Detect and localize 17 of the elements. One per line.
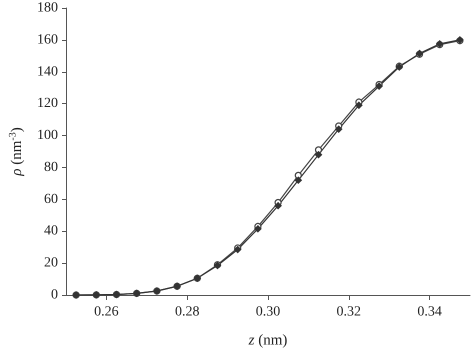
- x-tick-label: 0.28: [174, 304, 200, 320]
- y-tick-label: 0: [51, 288, 58, 302]
- y-tick-label: 120: [37, 96, 58, 112]
- x-tick-label: 0.26: [94, 304, 119, 320]
- y-axis-title: ρ (nm-3): [8, 127, 25, 177]
- y-tick-label: 60: [44, 192, 58, 207]
- y-tick-label: 160: [37, 32, 58, 48]
- x-tick-label: 0.30: [256, 304, 280, 320]
- y-tick-label: 40: [44, 224, 58, 239]
- y-tick-label: 20: [44, 256, 58, 271]
- y-tick-label: 80: [44, 160, 58, 175]
- x-tick-label: 0.32: [336, 304, 362, 320]
- x-tick-label: 0.34: [417, 304, 442, 320]
- y-tick-label: 100: [37, 128, 58, 144]
- y-tick-label: 180: [37, 0, 58, 16]
- y-tick-label: 140: [37, 64, 58, 80]
- x-axis-title: z (nm): [248, 332, 288, 348]
